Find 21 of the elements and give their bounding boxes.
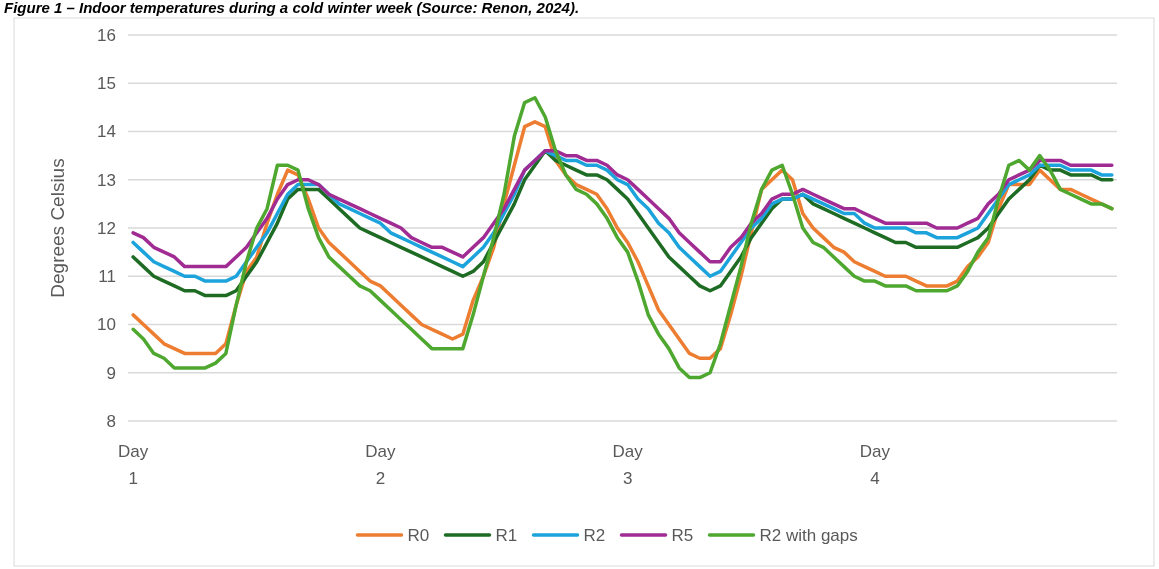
y-tick-label: 16 (97, 25, 116, 45)
y-tick-label: 10 (97, 315, 116, 335)
x-tick-label: Day 4 (859, 442, 891, 488)
x-tick-label: Day 2 (365, 442, 397, 488)
legend-label: R5 (671, 525, 694, 545)
y-tick-label: 9 (106, 363, 116, 383)
y-tick-label: 8 (106, 411, 116, 431)
y-tick-label: 11 (98, 267, 116, 287)
legend-label: R2 with gaps (759, 525, 858, 545)
legend-label: R1 (495, 525, 518, 545)
legend-label: R0 (407, 525, 430, 545)
y-tick-label: 15 (97, 74, 116, 94)
chart-title: Figure 1 – Indoor temperatures during a cold winter week (Source: Renon, 2024). (4, 0, 580, 16)
y-tick-label: 13 (97, 170, 116, 190)
x-tick-label: Day 3 (612, 442, 644, 488)
y-tick-label: 14 (97, 122, 116, 142)
line-series (131, 95, 1114, 380)
x-tick-label: Day 1 (118, 442, 149, 488)
y-tick-label: 12 (97, 218, 116, 238)
legend-label: R2 (583, 525, 606, 545)
y-axis-title: Degrees Celsius (47, 158, 68, 298)
